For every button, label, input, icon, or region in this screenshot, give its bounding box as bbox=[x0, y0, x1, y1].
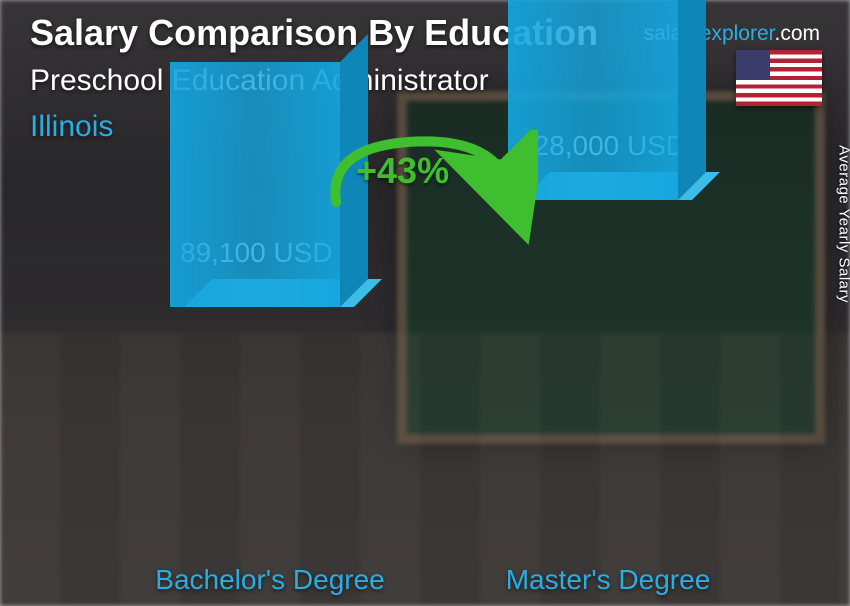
bar-front-face bbox=[170, 62, 340, 307]
bar-masters: 128,000 USD bbox=[508, 200, 678, 552]
location-label: Illinois bbox=[30, 110, 113, 144]
flag-icon bbox=[736, 50, 822, 106]
category-label-masters: Master's Degree bbox=[468, 564, 748, 596]
flag-canton bbox=[736, 50, 770, 80]
bar-chart: 89,100 USD Bachelor's Degree 128,000 USD… bbox=[0, 140, 850, 606]
percent-change-badge: +43% bbox=[356, 150, 449, 192]
infographic-container: Salary Comparison By Education Preschool… bbox=[0, 0, 850, 606]
bar-front-face bbox=[508, 0, 678, 200]
bar-bachelors: 89,100 USD bbox=[170, 307, 340, 552]
brand-suffix: .com bbox=[774, 22, 820, 45]
brand-part2: explorer bbox=[700, 22, 775, 45]
bar-side-face bbox=[678, 0, 706, 200]
category-label-bachelors: Bachelor's Degree bbox=[130, 564, 410, 596]
